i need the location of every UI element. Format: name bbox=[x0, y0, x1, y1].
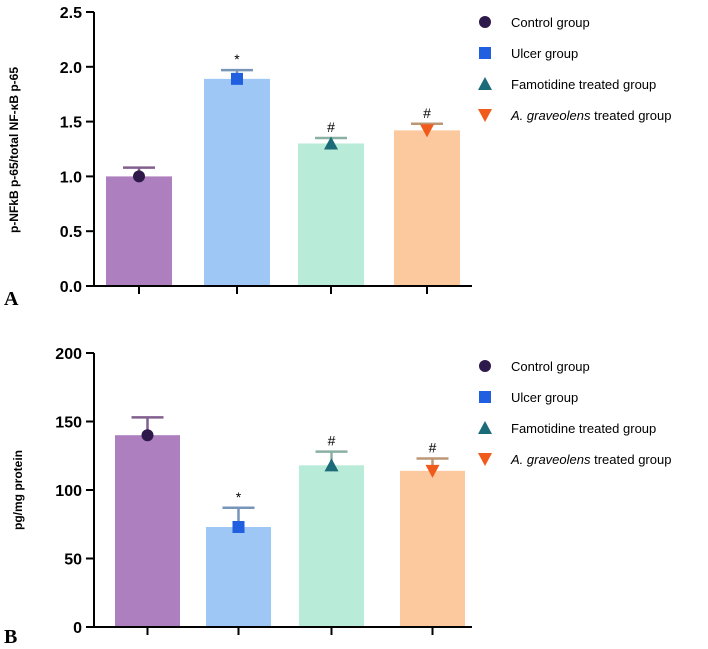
y-tick-label: 200 bbox=[55, 346, 82, 363]
y-tick-label: 0 bbox=[73, 620, 82, 637]
legend: Control group Ulcer group Famotidine treat… bbox=[478, 359, 671, 467]
legend-marker bbox=[478, 421, 492, 434]
legend-marker bbox=[479, 360, 491, 372]
bar bbox=[115, 435, 180, 627]
bar bbox=[298, 143, 364, 286]
bar bbox=[106, 176, 172, 286]
bar bbox=[206, 526, 271, 627]
y-tick-label: 50 bbox=[64, 552, 82, 569]
significance-label: # bbox=[328, 433, 336, 449]
legend-entry-italic: A. graveolens bbox=[510, 452, 591, 467]
data-point bbox=[324, 136, 338, 150]
legend-marker bbox=[478, 77, 492, 90]
legend-marker bbox=[479, 16, 491, 28]
bar bbox=[400, 470, 465, 627]
legend-entry: Control group bbox=[511, 15, 590, 30]
bar bbox=[204, 78, 270, 286]
legend: Control group Ulcer group Famotidine treat… bbox=[478, 15, 671, 123]
legend-entry-text: treated group bbox=[591, 108, 672, 123]
legend-entry: Ulcer group bbox=[511, 46, 578, 61]
y-axis-label: pg/mg protein bbox=[11, 450, 25, 530]
legend-entry-text: treated group bbox=[591, 452, 672, 467]
data-point bbox=[232, 520, 245, 533]
legend-entry: Famotidine treated group bbox=[511, 77, 656, 92]
legend-marker bbox=[479, 391, 491, 403]
y-tick-label: 1.5 bbox=[60, 115, 82, 132]
legend-marker bbox=[478, 453, 492, 466]
significance-label: * bbox=[234, 51, 240, 67]
legend-entry: A. graveolens treated group bbox=[510, 452, 671, 467]
legend-entry: Ulcer group bbox=[511, 390, 578, 405]
data-point bbox=[425, 464, 440, 478]
y-tick-label: 0.0 bbox=[60, 279, 82, 296]
data-point bbox=[420, 124, 434, 138]
bar bbox=[394, 130, 460, 286]
y-tick-label: 2.0 bbox=[60, 60, 82, 77]
y-tick-label: 2.5 bbox=[60, 5, 82, 22]
bar bbox=[299, 465, 364, 627]
legend-entry-italic: A. graveolens bbox=[510, 108, 591, 123]
legend-marker bbox=[479, 47, 491, 59]
significance-label: # bbox=[429, 439, 437, 455]
significance-label: # bbox=[327, 119, 335, 135]
legend-marker bbox=[478, 109, 492, 122]
data-point bbox=[133, 170, 145, 183]
panel-letter: A bbox=[4, 288, 19, 310]
y-tick-label: 100 bbox=[55, 483, 82, 500]
legend-entry: Famotidine treated group bbox=[511, 421, 656, 436]
significance-label: * bbox=[236, 489, 242, 505]
data-point bbox=[141, 429, 154, 442]
y-tick-label: 1.0 bbox=[60, 169, 82, 186]
y-tick-label: 150 bbox=[55, 415, 82, 432]
legend-entry: A. graveolens treated group bbox=[510, 108, 671, 123]
y-tick-label: 0.5 bbox=[60, 224, 82, 241]
chart-panel-a: * # #0.0 0.5 1.0 1.5 2.0 2.5 p-NFkB p-65/total N… bbox=[4, 5, 671, 310]
chart-panel-b: * # #0 50 100 150 200 pg/mg protein B Control gro… bbox=[4, 346, 671, 648]
y-axis-label: p-NFkB p-65/total NF-κB p-65 bbox=[7, 67, 21, 233]
data-point bbox=[324, 458, 339, 472]
legend-entry: Control group bbox=[511, 359, 590, 374]
significance-label: # bbox=[423, 105, 431, 121]
panel-letter: B bbox=[4, 626, 17, 648]
data-point bbox=[231, 72, 243, 85]
